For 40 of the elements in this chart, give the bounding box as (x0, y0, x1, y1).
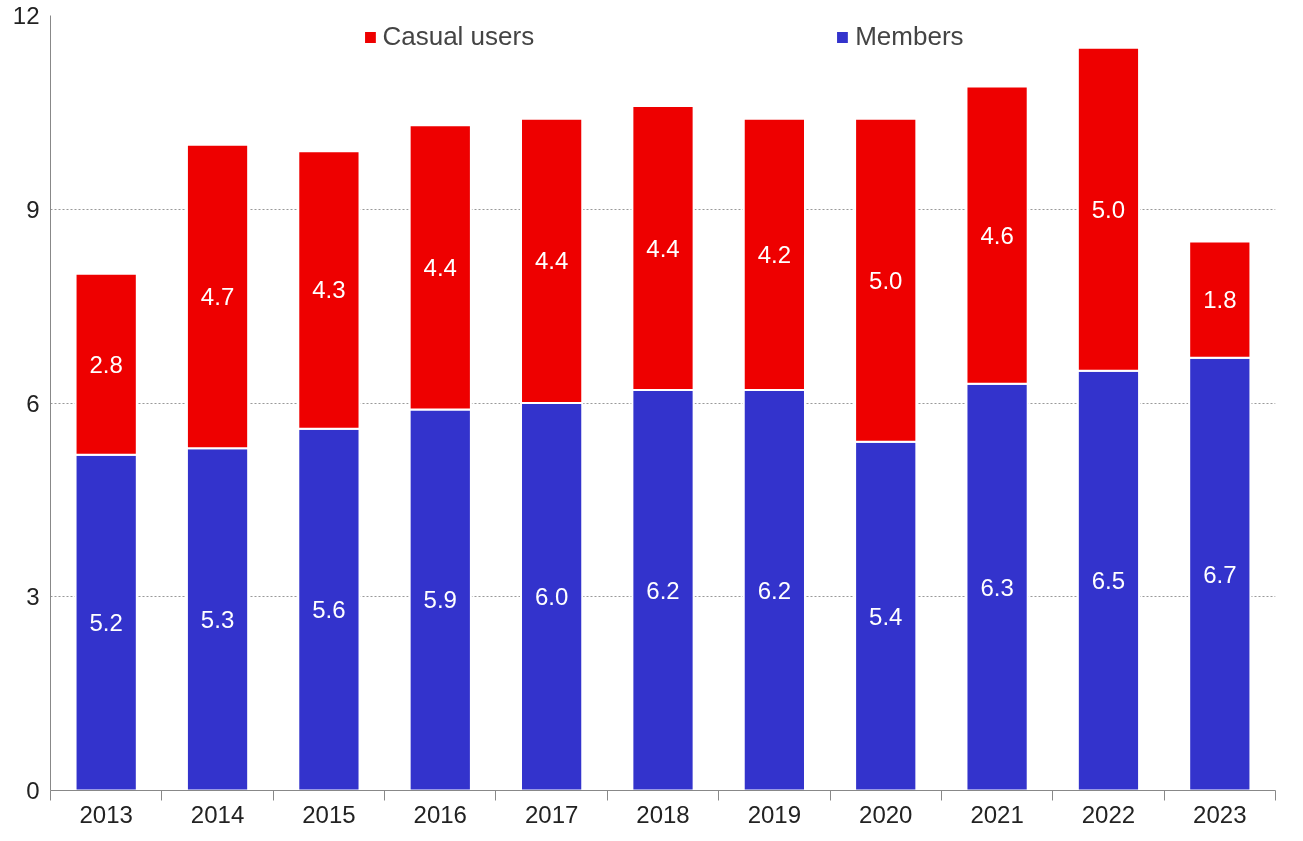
x-tick-label: 2018 (636, 800, 690, 828)
data-label: 2.8 (89, 350, 123, 378)
y-tick-label: 0 (26, 777, 40, 804)
data-label: 6.7 (1203, 560, 1237, 588)
x-tick-label: 2014 (190, 800, 245, 828)
data-label: 4.7 (200, 282, 235, 310)
legend-label: Members (855, 21, 964, 52)
y-tick-label: 3 (26, 583, 40, 611)
data-label: 5.2 (89, 609, 123, 637)
data-label: 5.6 (312, 596, 346, 624)
data-label: 1.8 (1203, 286, 1237, 314)
x-tick-label: 2019 (747, 800, 802, 828)
data-label: 6.0 (534, 583, 569, 611)
x-tick-label: 2013 (79, 800, 133, 828)
data-label: 4.4 (534, 247, 569, 275)
data-label: 4.4 (423, 253, 457, 281)
x-tick-label: 2021 (970, 800, 1024, 828)
data-label: 5.9 (423, 586, 457, 614)
x-tick-label: 2022 (1081, 800, 1136, 828)
x-tick-label: 2020 (859, 800, 913, 828)
data-label: 5.0 (1091, 195, 1126, 223)
data-label: 6.2 (646, 576, 680, 604)
y-tick-label: 9 (26, 195, 40, 223)
x-tick-label: 2016 (413, 800, 467, 828)
legend-label: Casual users (382, 21, 535, 52)
data-label: 6.3 (980, 573, 1014, 601)
data-label: 4.2 (757, 240, 792, 268)
y-tick-label: 6 (26, 389, 40, 417)
data-label: 6.2 (757, 576, 792, 604)
data-label: 4.4 (646, 234, 680, 262)
data-label: 6.5 (1091, 567, 1126, 595)
x-tick-label: 2023 (1193, 800, 1247, 828)
data-label: 4.3 (312, 276, 346, 304)
y-tick-label: 12 (12, 2, 40, 29)
data-label: 5.4 (869, 602, 903, 630)
x-tick-label: 2015 (302, 800, 356, 828)
data-label: 5.0 (869, 266, 903, 294)
data-label: 5.3 (200, 605, 235, 633)
data-label: 4.6 (980, 221, 1014, 249)
x-tick-label: 2017 (524, 800, 579, 828)
